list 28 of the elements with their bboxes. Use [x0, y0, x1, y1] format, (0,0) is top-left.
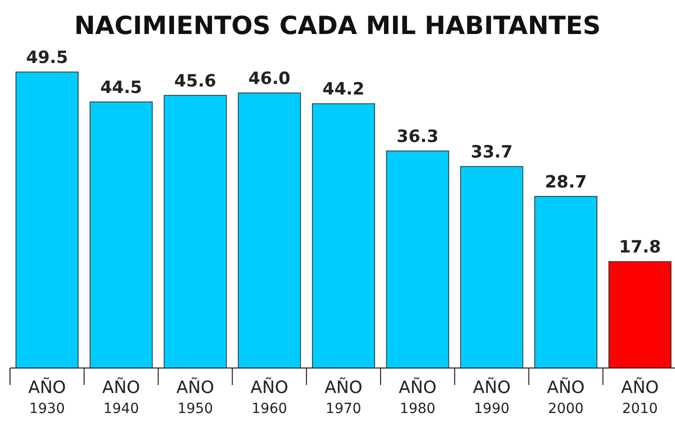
bar	[90, 102, 153, 368]
data-label: 44.2	[322, 80, 364, 100]
x-tick-label: AÑO 1950	[176, 377, 214, 417]
x-tick-label: AÑO 1930	[28, 377, 66, 417]
x-tick-label: AÑO 1940	[102, 377, 140, 417]
data-label: 33.7	[470, 142, 513, 162]
bar	[534, 196, 598, 368]
bar	[312, 103, 376, 368]
bar	[460, 166, 524, 368]
bar	[238, 92, 301, 368]
bar	[164, 94, 227, 368]
x-tick-label: AÑO 1960	[250, 377, 288, 417]
x-tick-label: AÑO 1980	[398, 377, 436, 417]
data-label: 45.6	[174, 71, 216, 92]
bar	[386, 150, 450, 368]
x-tick-label: AÑO 1990	[472, 377, 511, 417]
data-label: 46.0	[248, 68, 291, 89]
bar	[16, 72, 79, 368]
data-label: 28.7	[544, 172, 587, 192]
data-label: 17.8	[618, 238, 661, 258]
x-tick-label: AÑO 1970	[324, 377, 362, 417]
data-label: 44.5	[100, 78, 142, 98]
x-tick-label: AÑO 2000	[546, 377, 585, 417]
bar	[608, 261, 672, 368]
x-tick-label: AÑO 2010	[621, 377, 659, 417]
chart-title: NACIMIENTOS CADA MIL HABITANTES	[74, 11, 601, 40]
data-label: 49.5	[26, 48, 68, 68]
data-label: 36.3	[396, 126, 439, 147]
